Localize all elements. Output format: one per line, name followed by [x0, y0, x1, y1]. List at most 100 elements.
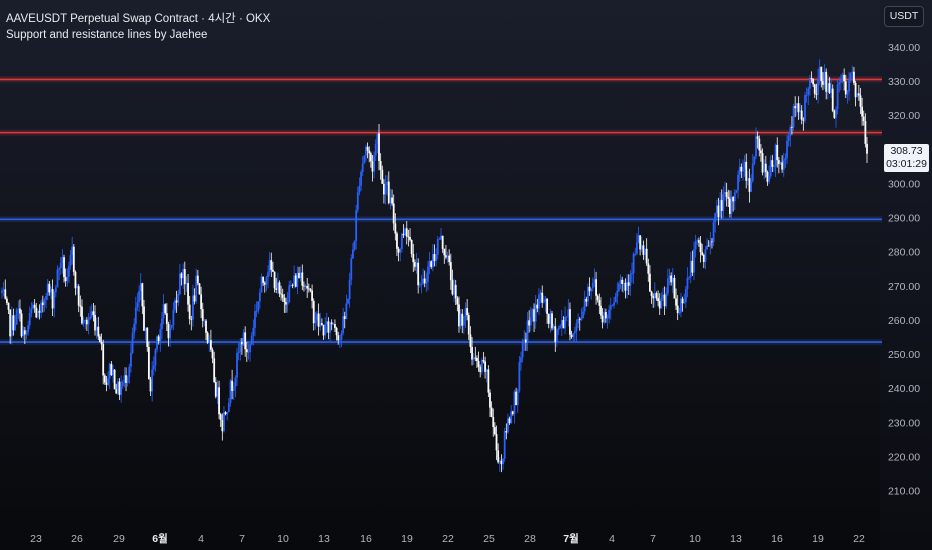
candle-body — [443, 248, 446, 256]
candle-body — [417, 262, 420, 286]
candle-body — [293, 275, 296, 286]
candle-body — [500, 460, 503, 465]
y-tick-label: 320.00 — [888, 110, 920, 122]
candle-body — [250, 335, 253, 345]
candle-body — [663, 294, 666, 307]
candle-body — [258, 292, 261, 302]
candle-body — [776, 144, 779, 161]
candle-body — [650, 291, 653, 296]
x-tick-label: 4 — [609, 533, 615, 545]
candle-body — [74, 271, 77, 289]
candle-body — [714, 213, 717, 223]
candle-body — [325, 321, 328, 325]
candle-body — [252, 327, 255, 336]
candle-body — [320, 323, 323, 326]
candle-body — [247, 351, 250, 353]
candle-body — [165, 313, 168, 324]
y-tick-label: 260.00 — [888, 315, 920, 327]
candle-body — [72, 246, 75, 272]
candle-body — [600, 305, 602, 316]
candle-body — [376, 133, 379, 144]
candle-body — [534, 304, 537, 322]
candle-body — [90, 311, 93, 317]
candle-body — [63, 257, 65, 278]
candle-body — [285, 302, 287, 305]
candle-body — [350, 258, 353, 280]
candle-body — [66, 276, 69, 282]
candle-body — [128, 366, 131, 377]
currency-button[interactable]: USDT — [884, 6, 924, 27]
candle-body — [131, 333, 134, 353]
candle-body — [211, 349, 214, 359]
candle-body — [201, 309, 204, 321]
chart-subtitle: Support and resistance lines by Jaehee — [6, 29, 208, 41]
candle-body — [851, 71, 854, 74]
candle-body — [387, 181, 390, 204]
candle-body — [606, 318, 609, 319]
candle-body — [808, 77, 811, 89]
candle-body — [219, 414, 222, 421]
candle-body — [340, 333, 343, 340]
candle-body — [701, 252, 704, 255]
candle-body — [551, 313, 553, 329]
candle-body — [112, 369, 114, 376]
candle-body — [451, 280, 454, 295]
candle-body — [828, 83, 831, 93]
candle-body — [412, 253, 415, 263]
candle-body — [50, 289, 52, 293]
candle-body — [113, 369, 116, 390]
candle-body — [446, 255, 449, 258]
candle-body — [273, 271, 276, 289]
price-axis-panel[interactable] — [880, 0, 932, 550]
candle-body — [782, 160, 785, 170]
candle-body — [332, 324, 335, 325]
candle-body — [546, 298, 549, 314]
candle-body — [301, 272, 304, 286]
candle-body — [136, 302, 139, 308]
candle-body — [547, 313, 550, 324]
candle-body — [549, 313, 552, 324]
candle-body — [249, 344, 251, 352]
candle-body — [46, 283, 49, 297]
x-tick-label: 4 — [198, 533, 204, 545]
candle-body — [399, 248, 402, 253]
candle-body — [33, 304, 36, 308]
candle-body — [485, 369, 488, 372]
candle-body — [245, 349, 248, 353]
candle-body — [554, 326, 557, 342]
candle-body — [619, 279, 622, 284]
candle-body — [750, 181, 753, 192]
candle-body — [85, 320, 88, 325]
candle-body — [82, 320, 85, 324]
candle-body — [81, 306, 83, 324]
candle-body — [805, 94, 808, 96]
candle-body — [288, 285, 291, 303]
candle-body — [820, 66, 823, 82]
candle-body — [598, 300, 601, 306]
candle-body — [69, 255, 72, 266]
candle-body — [856, 93, 859, 98]
candle-body — [578, 319, 581, 320]
candle-body — [632, 253, 635, 274]
candle-body — [265, 277, 268, 285]
candle-body — [355, 210, 358, 241]
candle-body — [154, 349, 157, 366]
candle-body — [371, 161, 374, 172]
candle-body — [162, 304, 165, 319]
x-tick-label: 23 — [30, 533, 42, 545]
candle-body — [296, 272, 299, 287]
candle-body — [188, 304, 191, 319]
candle-body — [464, 308, 467, 318]
candle-body — [397, 248, 400, 253]
candle-body — [737, 174, 739, 191]
candle-body — [77, 286, 80, 306]
candle-body — [657, 298, 659, 302]
candle-body — [854, 82, 857, 98]
candle-body — [822, 81, 824, 85]
candle-body — [366, 146, 369, 151]
candle-body — [864, 121, 867, 144]
candle-body — [428, 261, 431, 267]
candle-body — [108, 363, 111, 379]
candle-body — [585, 298, 588, 302]
